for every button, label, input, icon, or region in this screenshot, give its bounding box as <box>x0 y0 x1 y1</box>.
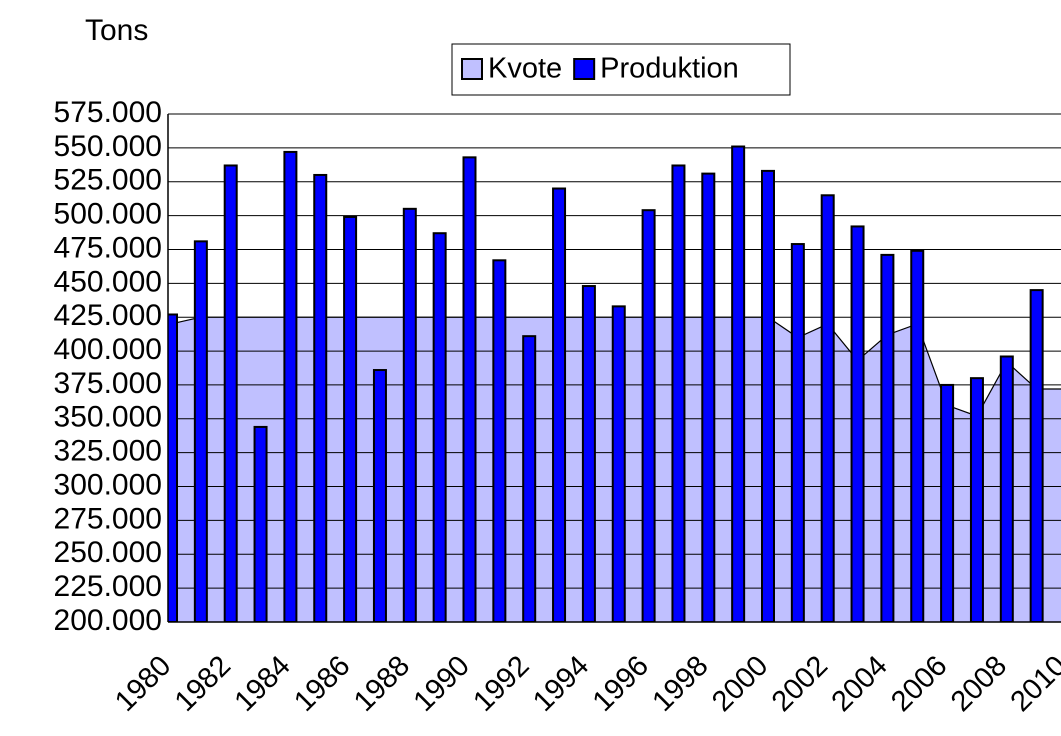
y-tick-label: 350.000 <box>54 401 162 434</box>
x-tick-label: 2010 <box>1005 650 1061 718</box>
bar <box>999 355 1014 622</box>
legend-swatch <box>461 58 483 80</box>
x-tick-label: 1982 <box>169 650 237 718</box>
x-tick-label: 1986 <box>288 650 356 718</box>
y-tick-label: 375.000 <box>54 367 162 400</box>
x-tick-label: 2002 <box>766 650 834 718</box>
bar <box>223 164 238 622</box>
x-tick-label: 1990 <box>408 650 476 718</box>
y-tick-label: 200.000 <box>54 604 162 637</box>
x-tick-label: 1984 <box>229 650 297 718</box>
y-tick-label: 300.000 <box>54 468 162 501</box>
bar <box>313 173 328 622</box>
bar <box>671 164 686 622</box>
y-tick-label: 525.000 <box>54 164 162 197</box>
x-tick-label: 2008 <box>945 650 1013 718</box>
bar <box>701 172 716 622</box>
y-tick-label: 500.000 <box>54 198 162 231</box>
bar <box>761 169 775 622</box>
legend-label: Kvote <box>488 53 562 85</box>
bar <box>820 194 835 622</box>
bar <box>581 285 596 622</box>
bar <box>790 243 805 622</box>
legend-label: Produktion <box>600 53 739 85</box>
bar <box>611 305 626 622</box>
bar <box>1029 289 1044 622</box>
bar <box>850 225 865 622</box>
y-tick-label: 425.000 <box>54 299 162 332</box>
y-tick-label: 475.000 <box>54 231 162 264</box>
bar <box>253 425 268 622</box>
bar <box>343 215 358 622</box>
plot <box>168 113 1061 622</box>
y-tick-label: 250.000 <box>54 536 162 569</box>
bar <box>372 369 387 622</box>
bar <box>492 259 507 622</box>
y-tick-label: 225.000 <box>54 570 162 603</box>
bar <box>910 249 925 622</box>
bar <box>432 232 447 622</box>
bar <box>641 209 656 622</box>
x-tick-label: 2000 <box>706 650 774 718</box>
bar <box>283 150 298 622</box>
y-tick-label: 275.000 <box>54 502 162 535</box>
bar <box>552 187 567 622</box>
x-tick-label: 1992 <box>467 650 535 718</box>
y-tick-label: 400.000 <box>54 333 162 366</box>
bar <box>731 145 746 622</box>
x-tick-label: 1994 <box>527 650 595 718</box>
x-tick-label: 2004 <box>826 650 894 718</box>
y-axis-title: Tons <box>85 14 148 47</box>
y-tick-label: 550.000 <box>54 130 162 163</box>
y-tick-label: 575.000 <box>54 96 162 129</box>
bar <box>462 156 477 622</box>
bar <box>193 240 208 622</box>
x-tick-label: 1980 <box>109 650 177 718</box>
x-tick-label: 1988 <box>348 650 416 718</box>
bar <box>522 335 537 622</box>
bar <box>940 383 955 622</box>
bar <box>880 253 895 622</box>
legend-swatch <box>573 58 596 80</box>
x-tick-label: 1998 <box>646 650 714 718</box>
bar <box>168 313 178 622</box>
y-tick-label: 450.000 <box>54 265 162 298</box>
x-tick-label: 1996 <box>587 650 655 718</box>
y-tick-label: 325.000 <box>54 435 162 468</box>
legend <box>451 43 791 96</box>
bar <box>402 207 417 622</box>
bar <box>969 377 984 622</box>
x-tick-label: 2006 <box>885 650 953 718</box>
